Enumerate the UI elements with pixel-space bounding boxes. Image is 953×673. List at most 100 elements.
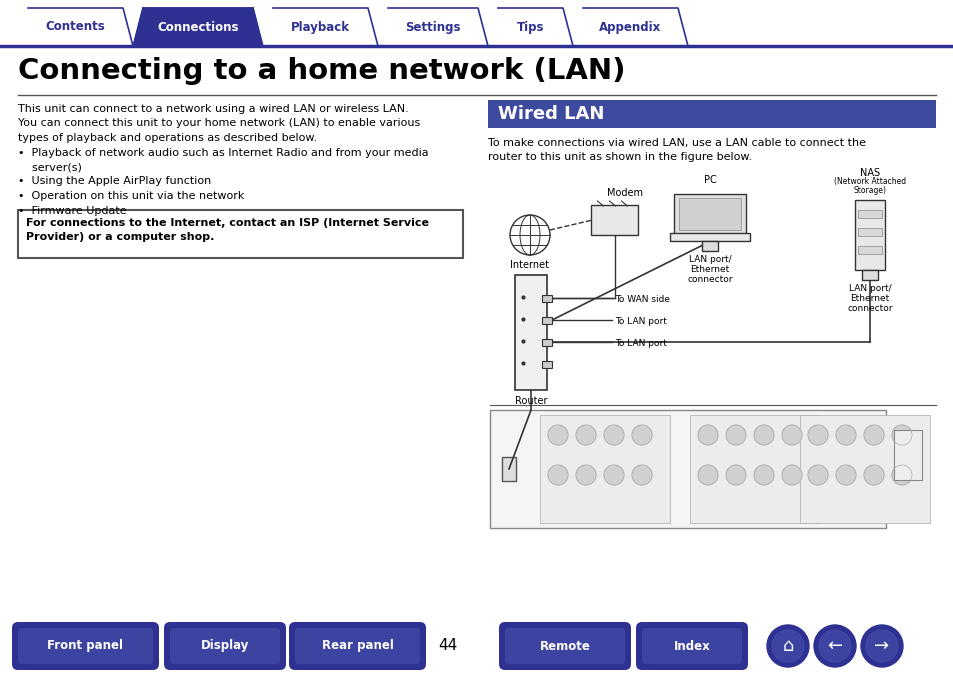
Text: •  Operation on this unit via the network: • Operation on this unit via the network [18, 191, 244, 201]
FancyBboxPatch shape [170, 628, 280, 664]
Text: router to this unit as shown in the figure below.: router to this unit as shown in the figu… [488, 152, 751, 162]
Text: For connections to the Internet, contact an ISP (Internet Service: For connections to the Internet, contact… [26, 218, 429, 228]
FancyBboxPatch shape [504, 628, 624, 664]
Circle shape [547, 425, 567, 445]
Text: Provider) or a computer shop.: Provider) or a computer shop. [26, 232, 214, 242]
Text: To WAN side: To WAN side [615, 295, 669, 304]
Text: Contents: Contents [46, 20, 105, 34]
FancyBboxPatch shape [515, 275, 546, 390]
FancyBboxPatch shape [591, 205, 638, 235]
FancyBboxPatch shape [541, 317, 552, 324]
Circle shape [603, 465, 623, 485]
FancyBboxPatch shape [18, 628, 152, 664]
FancyBboxPatch shape [294, 628, 419, 664]
Circle shape [771, 630, 803, 662]
FancyBboxPatch shape [669, 232, 749, 240]
Text: Wired LAN: Wired LAN [497, 105, 604, 123]
FancyBboxPatch shape [539, 415, 669, 523]
Circle shape [813, 625, 855, 667]
Text: Storage): Storage) [853, 186, 885, 195]
FancyBboxPatch shape [501, 457, 516, 481]
Text: Internet: Internet [510, 260, 549, 270]
Text: server(s): server(s) [18, 162, 82, 172]
FancyBboxPatch shape [18, 210, 462, 258]
FancyBboxPatch shape [854, 200, 884, 270]
Circle shape [807, 465, 827, 485]
Text: LAN port/: LAN port/ [848, 284, 890, 293]
Polygon shape [132, 8, 263, 47]
Text: This unit can connect to a network using a wired LAN or wireless LAN.: This unit can connect to a network using… [18, 104, 408, 114]
Polygon shape [18, 8, 132, 46]
FancyBboxPatch shape [498, 622, 630, 670]
Text: Settings: Settings [405, 20, 460, 34]
Circle shape [835, 465, 855, 485]
Circle shape [766, 625, 808, 667]
Text: Display: Display [200, 639, 249, 653]
FancyBboxPatch shape [541, 295, 552, 302]
Text: NAS: NAS [859, 168, 879, 178]
Circle shape [835, 425, 855, 445]
FancyBboxPatch shape [641, 628, 741, 664]
Text: (Network Attached: (Network Attached [833, 177, 905, 186]
Circle shape [631, 425, 651, 445]
Text: Router: Router [515, 396, 547, 406]
Circle shape [576, 465, 596, 485]
Circle shape [725, 465, 745, 485]
FancyBboxPatch shape [857, 210, 882, 218]
Text: →: → [874, 637, 888, 655]
Text: types of playback and operations as described below.: types of playback and operations as desc… [18, 133, 316, 143]
FancyBboxPatch shape [893, 430, 921, 480]
Circle shape [781, 425, 801, 445]
Circle shape [698, 465, 718, 485]
FancyBboxPatch shape [701, 240, 718, 250]
FancyBboxPatch shape [636, 622, 747, 670]
Text: To make connections via wired LAN, use a LAN cable to connect the: To make connections via wired LAN, use a… [488, 138, 865, 148]
Text: Tips: Tips [517, 20, 543, 34]
Circle shape [631, 465, 651, 485]
Text: connector: connector [686, 275, 732, 283]
Polygon shape [263, 8, 377, 46]
FancyBboxPatch shape [673, 194, 745, 234]
Text: 44: 44 [438, 639, 457, 653]
FancyBboxPatch shape [800, 415, 929, 523]
Text: Ethernet: Ethernet [849, 294, 889, 303]
Circle shape [603, 425, 623, 445]
Circle shape [781, 465, 801, 485]
Circle shape [861, 625, 902, 667]
Circle shape [891, 465, 911, 485]
Circle shape [891, 425, 911, 445]
Circle shape [863, 465, 883, 485]
Text: Remote: Remote [539, 639, 590, 653]
Circle shape [753, 465, 773, 485]
Text: •  Playback of network audio such as Internet Radio and from your media: • Playback of network audio such as Inte… [18, 147, 428, 157]
FancyBboxPatch shape [857, 246, 882, 254]
Text: Appendix: Appendix [598, 20, 661, 34]
FancyBboxPatch shape [541, 339, 552, 346]
FancyBboxPatch shape [679, 198, 740, 229]
Text: LAN port/: LAN port/ [688, 254, 731, 264]
FancyBboxPatch shape [862, 270, 877, 280]
Text: Front panel: Front panel [48, 639, 123, 653]
Circle shape [725, 425, 745, 445]
FancyBboxPatch shape [857, 228, 882, 236]
Text: Connecting to a home network (LAN): Connecting to a home network (LAN) [18, 57, 625, 85]
Circle shape [576, 425, 596, 445]
Text: connector: connector [846, 304, 892, 313]
FancyBboxPatch shape [289, 622, 426, 670]
Text: Ethernet: Ethernet [690, 264, 729, 273]
FancyBboxPatch shape [164, 622, 286, 670]
Polygon shape [377, 8, 488, 46]
FancyBboxPatch shape [488, 100, 935, 128]
Text: Playback: Playback [291, 20, 350, 34]
Circle shape [863, 425, 883, 445]
FancyBboxPatch shape [490, 410, 885, 528]
Text: •  Using the Apple AirPlay function: • Using the Apple AirPlay function [18, 176, 211, 186]
Circle shape [807, 425, 827, 445]
Text: ←: ← [826, 637, 841, 655]
Polygon shape [488, 8, 573, 46]
FancyBboxPatch shape [689, 415, 820, 523]
Circle shape [547, 465, 567, 485]
Text: Connections: Connections [157, 21, 238, 34]
FancyBboxPatch shape [541, 361, 552, 368]
Polygon shape [573, 8, 687, 46]
